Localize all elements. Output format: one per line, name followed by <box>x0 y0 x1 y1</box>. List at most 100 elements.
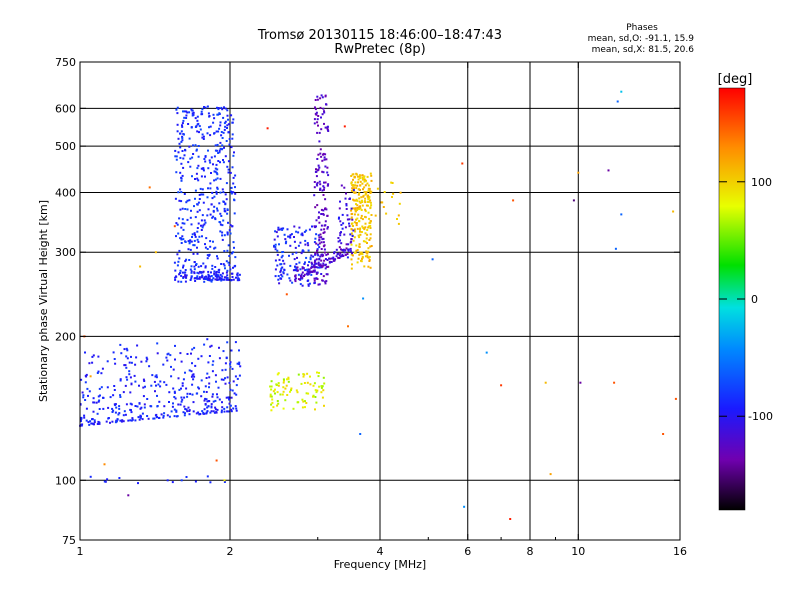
echo-point <box>322 264 325 267</box>
echo-point <box>304 406 306 409</box>
echo-point <box>338 254 341 257</box>
echo-point <box>216 177 219 180</box>
echo-point <box>236 274 239 277</box>
echo-point <box>318 166 321 169</box>
echo-point <box>313 277 316 280</box>
echo-point <box>156 394 158 397</box>
echo-point <box>213 170 216 173</box>
x-tick-label: 8 <box>527 545 534 558</box>
echo-point <box>397 214 400 217</box>
echo-point <box>228 264 231 267</box>
echo-point <box>231 367 234 370</box>
echo-point <box>313 279 316 282</box>
echo-point <box>184 241 187 243</box>
echo-point <box>113 358 116 360</box>
echo-point <box>187 123 190 125</box>
echo-point <box>163 412 166 415</box>
echo-point <box>232 154 235 157</box>
echo-point <box>368 258 371 261</box>
echo-point <box>216 396 219 399</box>
echo-point <box>303 263 306 265</box>
echo-point <box>322 107 325 110</box>
echo-point <box>282 272 285 275</box>
echo-point <box>279 393 282 396</box>
echo-point <box>364 232 367 235</box>
echo-point <box>210 403 213 406</box>
echo-point <box>289 390 291 393</box>
echo-point <box>127 419 130 422</box>
echo-point <box>295 269 298 272</box>
echo-point <box>316 248 319 251</box>
echo-point <box>355 249 358 252</box>
echo-point <box>206 372 209 375</box>
echo-point <box>87 394 89 397</box>
echo-point <box>324 220 327 223</box>
echo-point <box>198 131 200 134</box>
echo-point <box>292 269 295 272</box>
echo-point <box>146 358 149 361</box>
echo-point <box>204 246 207 249</box>
echo-point <box>313 122 316 125</box>
echo-point <box>195 412 198 415</box>
echo-point <box>276 235 279 238</box>
echo-point <box>179 403 182 406</box>
echo-point <box>313 261 316 264</box>
echo-point <box>191 109 194 112</box>
echo-point <box>284 238 287 241</box>
echo-point <box>231 137 234 140</box>
echo-point <box>102 407 105 410</box>
echo-point <box>190 265 193 268</box>
echo-point <box>348 218 351 221</box>
echo-point <box>355 224 358 227</box>
echo-point <box>209 240 212 243</box>
phase-stats-x: mean, sd,X: 81.5, 20.6 <box>592 45 695 55</box>
echo-point <box>188 111 191 114</box>
echo-point <box>173 391 176 394</box>
echo-point <box>202 262 205 265</box>
echo-point <box>357 181 359 184</box>
echo-point <box>201 108 204 111</box>
echo-point <box>314 389 317 392</box>
echo-point <box>98 422 101 425</box>
echo-point <box>119 378 122 381</box>
echo-point <box>185 114 188 117</box>
echo-point <box>342 222 345 225</box>
echo-point <box>237 277 240 280</box>
echo-point <box>189 216 192 219</box>
echo-point <box>315 111 318 114</box>
echo-point <box>141 412 144 415</box>
echo-point <box>272 390 275 393</box>
echo-point <box>167 352 170 355</box>
echo-point <box>225 182 228 185</box>
echo-point <box>286 378 288 381</box>
echo-point <box>307 264 309 267</box>
echo-point <box>323 110 325 113</box>
echo-point <box>238 349 240 352</box>
echo-point <box>294 269 297 271</box>
echo-point <box>180 479 183 482</box>
echo-point <box>200 193 203 196</box>
echo-point <box>214 246 217 249</box>
echo-point <box>339 200 341 203</box>
echo-point <box>185 476 188 478</box>
echo-point <box>310 254 313 257</box>
echo-point <box>276 373 279 376</box>
echo-point <box>309 256 312 259</box>
echo-point <box>304 243 307 246</box>
echo-point <box>397 222 400 225</box>
echo-point <box>208 159 211 162</box>
echo-point <box>182 276 185 278</box>
echo-point <box>175 409 178 412</box>
echo-point <box>119 396 122 398</box>
echo-point <box>232 182 235 185</box>
echo-point <box>218 151 221 154</box>
echo-point <box>316 371 318 374</box>
echo-point <box>186 218 189 221</box>
echo-point <box>200 271 203 274</box>
echo-point <box>320 228 323 231</box>
echo-point <box>202 201 205 204</box>
echo-point <box>200 110 203 113</box>
echo-point <box>223 210 226 212</box>
echo-point <box>323 382 326 385</box>
